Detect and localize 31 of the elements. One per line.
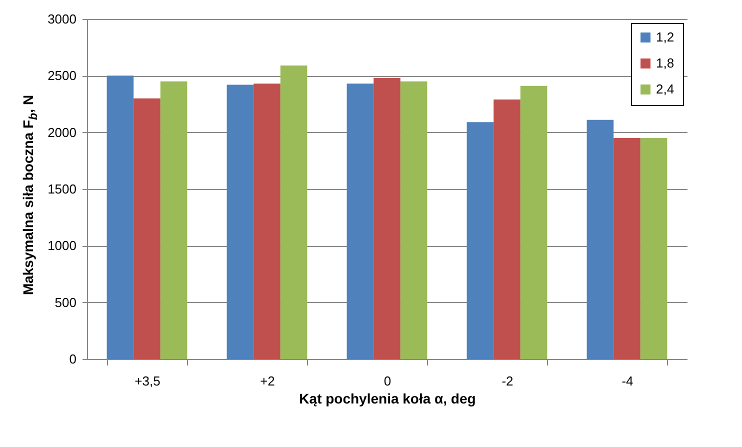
x-tick-label: -4 xyxy=(622,374,634,388)
legend-label: 1,8 xyxy=(656,56,674,70)
x-tick-label: +3,5 xyxy=(134,374,160,388)
y-tick-label: 3000 xyxy=(48,12,76,26)
y-tick-label: 1000 xyxy=(48,238,76,254)
bar xyxy=(226,84,254,359)
bar xyxy=(640,138,668,359)
legend-label: 2,4 xyxy=(656,82,674,96)
bar xyxy=(346,84,374,359)
bar xyxy=(134,98,160,359)
bar xyxy=(106,76,134,359)
x-axis-title: Kąt pochylenia koła α, deg xyxy=(299,390,476,406)
bar xyxy=(254,84,280,359)
bar xyxy=(280,65,308,359)
bar xyxy=(466,122,494,359)
bar xyxy=(614,138,640,359)
y-tick-label: 0 xyxy=(69,352,76,366)
x-tick-label: -2 xyxy=(502,374,514,388)
bar xyxy=(160,81,188,359)
bar xyxy=(400,81,428,359)
y-tick-label: 2500 xyxy=(48,68,76,84)
y-tick-label: 1500 xyxy=(48,182,76,196)
bar xyxy=(494,99,520,359)
bar xyxy=(520,86,548,359)
x-tick-label: 0 xyxy=(384,374,392,388)
legend-label: 1,2 xyxy=(656,30,674,44)
y-tick-label: 2000 xyxy=(48,124,76,140)
bar xyxy=(586,120,614,359)
bar xyxy=(374,78,400,359)
y-tick-label: 500 xyxy=(54,294,76,310)
x-tick-label: +2 xyxy=(260,374,275,388)
